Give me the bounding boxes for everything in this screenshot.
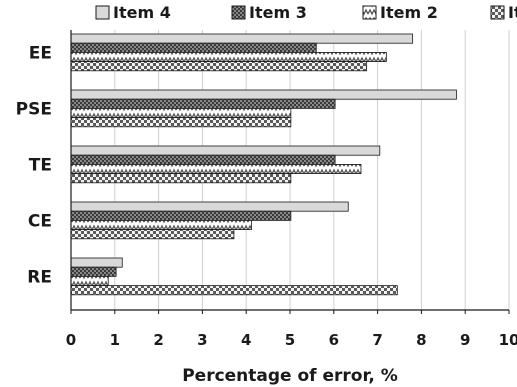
- bar-item-2-te: [70, 163, 362, 174]
- bar-item-4-ce: [70, 201, 349, 212]
- bar-item-1-re: [70, 285, 398, 296]
- bar-item-4-re: [70, 257, 123, 268]
- category-labels: EE PSE TE CE RE: [16, 43, 52, 287]
- legend-label-item-4: Item 4: [113, 3, 171, 22]
- x-tick-label: 10: [499, 331, 517, 349]
- legend-label-item-1: Item 1: [508, 3, 517, 22]
- bar-item-2-ce: [70, 219, 252, 230]
- legend: Item 4 Item 3 Item 2 Item 1: [95, 3, 517, 22]
- bar-item-1-ce: [70, 229, 235, 240]
- x-axis-title: Percentage of error, %: [182, 366, 398, 386]
- legend-swatch-item-4: [95, 5, 110, 20]
- bar-item-4-ee: [70, 33, 414, 44]
- bar-item-4-te: [70, 145, 381, 156]
- legend-swatch-item-2: [362, 5, 377, 20]
- bar-item-2-ee: [70, 52, 387, 63]
- legend-swatch-item-3: [231, 5, 246, 20]
- x-tick-label: 2: [153, 331, 163, 349]
- bar-item-4-pse: [70, 89, 457, 100]
- x-tick-label: 6: [329, 331, 339, 349]
- axes: [70, 30, 510, 314]
- bar-item-3-pse: [70, 98, 336, 109]
- bars: [70, 33, 457, 296]
- x-tick-label: 0: [66, 331, 76, 349]
- bar-item-3-re: [70, 266, 117, 277]
- bar-item-1-pse: [70, 117, 292, 128]
- bar-item-3-ee: [70, 42, 317, 53]
- category-label-re: RE: [27, 267, 52, 287]
- x-tick-label: 7: [372, 331, 382, 349]
- legend-swatch-item-1: [490, 5, 505, 20]
- legend-label-item-3: Item 3: [249, 3, 307, 22]
- category-label-ee: EE: [29, 43, 52, 63]
- bar-item-3-te: [70, 154, 336, 165]
- x-tick-label: 1: [110, 331, 120, 349]
- x-tick-label: 3: [197, 331, 207, 349]
- x-tick-label: 4: [241, 331, 251, 349]
- category-label-pse: PSE: [16, 99, 52, 119]
- x-tick-label: 8: [416, 331, 426, 349]
- bar-item-1-te: [70, 173, 292, 184]
- tick-labels: 0 1 2 3 4 5 6 7 8 9 10: [66, 331, 517, 349]
- legend-label-item-2: Item 2: [380, 3, 438, 22]
- category-label-te: TE: [29, 155, 52, 175]
- category-label-ce: CE: [28, 211, 52, 231]
- x-tick-label: 5: [285, 331, 295, 349]
- bar-item-2-pse: [70, 108, 292, 119]
- bar-item-3-ce: [70, 210, 292, 221]
- x-tick-label: 9: [460, 331, 470, 349]
- bar-item-1-ee: [70, 61, 368, 72]
- bar-item-2-re: [70, 275, 109, 286]
